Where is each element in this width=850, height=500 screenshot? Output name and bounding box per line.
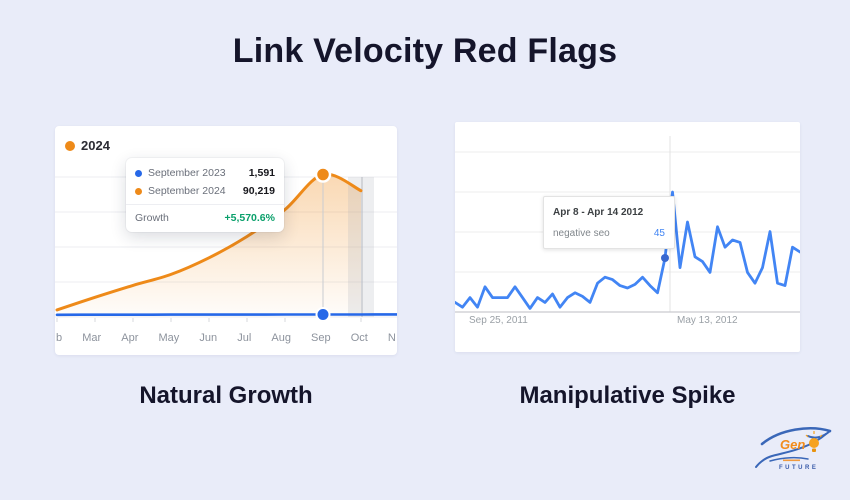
page-title: Link Velocity Red Flags: [232, 32, 618, 70]
legend-dot-icon: [65, 140, 75, 151]
tooltip-growth-row: Growth +5,570.6%: [135, 212, 275, 224]
negative-seo-line: [455, 190, 800, 310]
x-axis-label: Jul: [237, 332, 252, 344]
x-axis-label: Jun: [199, 332, 218, 344]
blue-dot-icon: [135, 169, 142, 177]
growth-label: Growth: [135, 212, 169, 224]
x-axis-label: Sep: [311, 332, 331, 344]
tooltip-divider: [126, 204, 284, 205]
left-caption: Natural Growth: [139, 382, 313, 409]
tooltip-label: September 2024: [148, 185, 226, 197]
right-caption: Manipulative Spike: [519, 382, 736, 409]
x-axis-label: Mar: [82, 332, 102, 344]
x-axis-label: Oct: [350, 332, 368, 344]
highlight-week-marker: [661, 254, 669, 262]
x-axis-label: N: [387, 332, 396, 344]
natural-growth-card: 2024 September 2023 1,591 September 2024…: [55, 126, 397, 355]
tooltip-value: 45: [653, 228, 665, 239]
growth-tooltip: September 2023 1,591 September 2024 90,2…: [126, 158, 284, 232]
logo-tagline-mark: [783, 459, 800, 462]
forecast-band: [348, 177, 374, 317]
chart-legend: 2024: [65, 138, 110, 153]
orange-dot-icon: [135, 187, 142, 195]
brand-logo: Gen FUTURE: [752, 423, 840, 477]
brand-logo-graphic: Gen FUTURE: [755, 427, 832, 471]
logo-wordmark: Gen: [780, 437, 805, 452]
tooltip-date-range: Apr 8 - Apr 14 2012: [553, 207, 644, 218]
x-axis-labels: b Mar Apr May Jun Jul Aug Sep Oct N: [56, 332, 396, 344]
x-axis-label: b: [56, 332, 63, 344]
tooltip-value: 90,219: [242, 185, 275, 197]
tooltip-row-2024: September 2024 90,219: [135, 185, 275, 197]
tooltip-label: September 2023: [148, 167, 226, 179]
x-axis-label-start: Sep 25, 2011: [469, 315, 528, 326]
lightbulb-icon: [805, 431, 823, 452]
series-2024-marker: [314, 166, 332, 183]
series-2024-line: [55, 172, 363, 312]
x-axis-label-mid: May 13, 2012: [677, 315, 738, 326]
x-axis-label: Aug: [271, 332, 291, 344]
manipulative-spike-card: Apr 8 - Apr 14 2012 negative seo 45 Sep …: [455, 122, 800, 352]
x-axis-label: May: [158, 332, 180, 344]
tooltip-value: 1,591: [248, 167, 275, 179]
tooltip-term-row: negative seo 45: [553, 228, 665, 239]
growth-value: +5,570.6%: [224, 212, 275, 224]
natural-growth-chart: [55, 166, 397, 322]
x-axis-ticks: [56, 318, 362, 322]
logo-tagline: FUTURE: [779, 465, 818, 471]
tooltip-term: negative seo: [553, 228, 610, 239]
trends-tooltip: Apr 8 - Apr 14 2012 negative seo 45: [543, 196, 675, 249]
x-axis-label: Apr: [121, 332, 139, 344]
tooltip-row-2023: September 2023 1,591: [135, 167, 275, 179]
legend-label: 2024: [81, 138, 110, 153]
series-2023-marker: [315, 307, 331, 322]
